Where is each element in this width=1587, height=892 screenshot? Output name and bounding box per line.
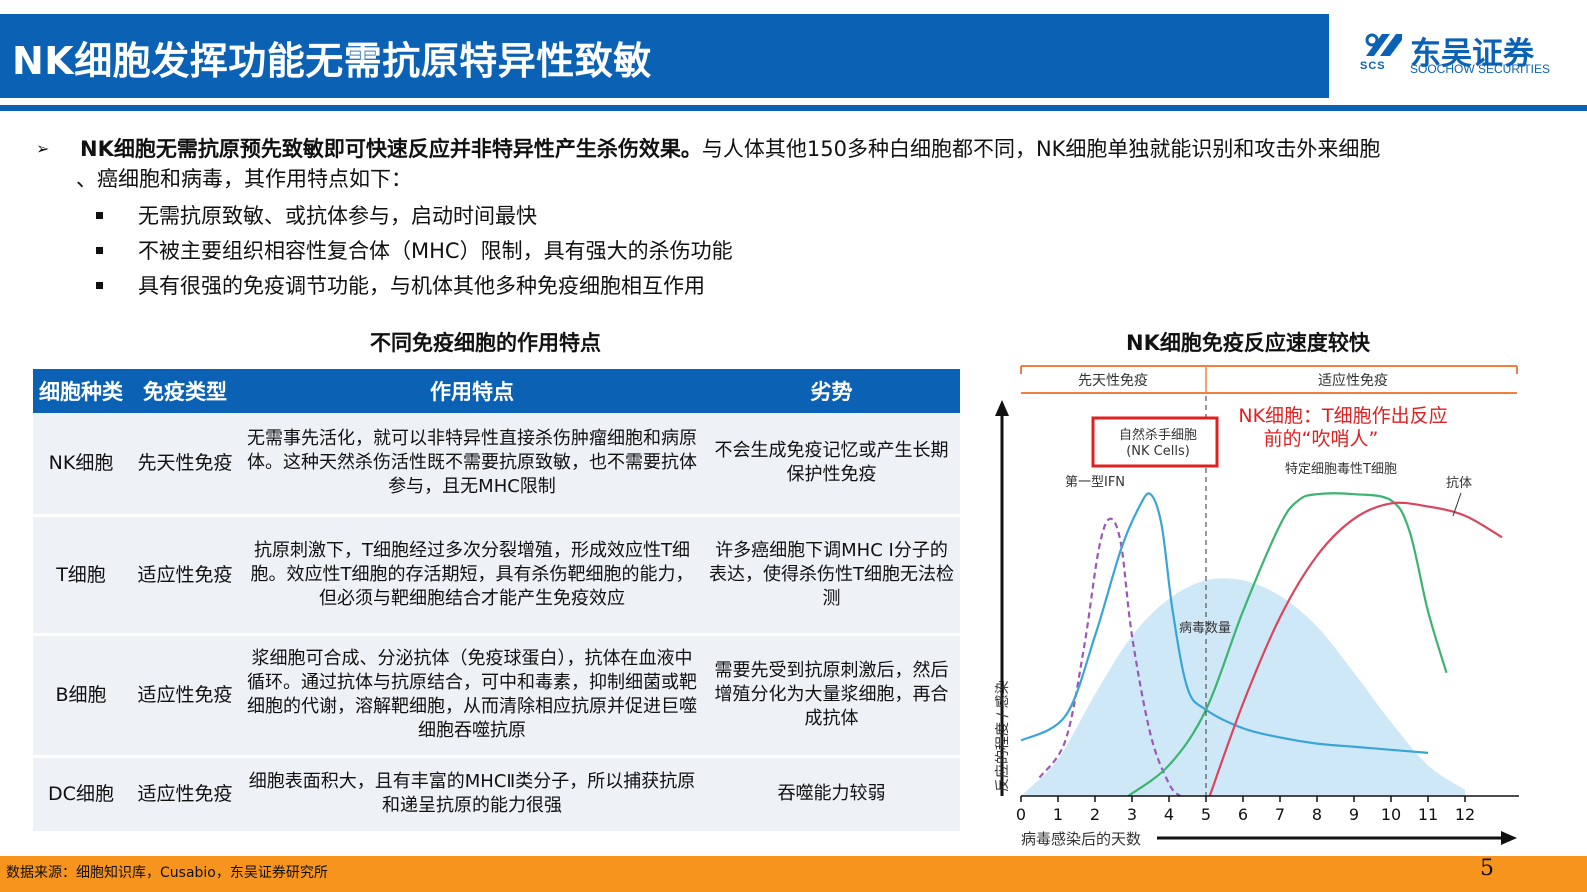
arrow-bullet-icon: ➢ <box>36 139 50 158</box>
weakness-text: 许多癌细胞下调MHC I分子的表达，使得杀伤性T细胞无法检测 <box>703 515 960 636</box>
cell-type: NK细胞 <box>33 413 129 517</box>
immune-type: 先天性免疫 <box>129 413 241 517</box>
annotation-line1: NK细胞：T细胞作出反应 <box>1238 405 1447 427</box>
cell-type: B细胞 <box>33 634 129 758</box>
feature-text: 抗原刺激下，T细胞经过多次分裂增殖，形成效应性T细胞。效应性T细胞的存活期短，具… <box>241 515 703 636</box>
intro-line2: 、癌细胞和病毒，其作用特点如下： <box>76 167 412 191</box>
intro-paragraph: ➢ NK细胞无需抗原预先致敏即可快速反应并非特异性产生杀伤效果。与人体其他150… <box>36 134 1536 194</box>
col-header: 免疫类型 <box>129 369 241 413</box>
intro-bold: NK细胞无需抗原预先致敏即可快速反应并非特异性产生杀伤效果。 <box>80 137 702 161</box>
page-number: 5 <box>1480 856 1494 881</box>
series-4-line <box>1208 501 1503 797</box>
feature-text: 细胞表面积大，且有丰富的MHCⅡ类分子，所以捕获抗原和递呈抗原的能力很强 <box>241 756 703 834</box>
y-axis-arrow-icon <box>995 400 1009 416</box>
cell-type: DC细胞 <box>33 756 129 834</box>
col-header: 细胞种类 <box>33 369 129 413</box>
x-tick-label: 11 <box>1418 805 1438 824</box>
data-source: 数据来源：细胞知识库，Cusabio，东吴证券研究所 <box>6 865 328 881</box>
x-tick-label: 12 <box>1455 805 1475 824</box>
virus-label: 病毒数量 <box>1179 621 1231 636</box>
series-2-line <box>1020 492 1429 754</box>
footer-bar <box>0 856 1587 892</box>
immune-response-chart: 先天性免疫 适应性免疫 0 1 2 3 4 5 6 7 8 9 10 11 12 反应的程度 / 感染 … <box>994 365 1519 848</box>
square-bullet-icon <box>96 282 103 289</box>
bullet-item: 无需抗原致敏、或抗体参与，启动时间最快 <box>96 200 733 235</box>
x-tick-label: 4 <box>1164 805 1174 824</box>
header-bar <box>0 14 1329 98</box>
immune-cell-table: 细胞种类 免疫类型 作用特点 劣势 NK细胞 先天性免疫 无需事先活化，就可以非… <box>33 369 960 834</box>
x-tick-label: 3 <box>1127 805 1137 824</box>
feature-bullets: 无需抗原致敏、或抗体参与，启动时间最快 不被主要组织相容性复合体（MHC）限制，… <box>96 200 733 305</box>
table-header-row: 细胞种类 免疫类型 作用特点 劣势 <box>33 369 960 413</box>
immune-type: 适应性免疫 <box>129 756 241 834</box>
page-title: NK细胞发挥功能无需抗原特异性致敏 <box>12 39 652 83</box>
weakness-text: 不会生成免疫记忆或产生长期保护性免疫 <box>703 413 960 517</box>
bullet-item: 不被主要组织相容性复合体（MHC）限制，具有强大的杀伤功能 <box>96 235 733 270</box>
tcell-label: 特定细胞毒性T细胞 <box>1285 462 1397 477</box>
x-tick-label: 0 <box>1016 805 1026 824</box>
x-tick-label: 10 <box>1381 805 1401 824</box>
x-tick-label: 8 <box>1312 805 1322 824</box>
table-title: 不同免疫细胞的作用特点 <box>370 331 601 355</box>
antibody-label: 抗体 <box>1446 476 1472 491</box>
cell-type: T细胞 <box>33 515 129 636</box>
virus-load-area <box>1021 578 1465 796</box>
header-divider <box>0 105 1587 111</box>
table-row: NK细胞 先天性免疫 无需事先活化，就可以非特异性直接杀伤肿瘤细胞和病原体。这种… <box>33 413 960 517</box>
company-logo: SCS 东吴证券 SOOCHOW SECURITIES <box>1358 30 1558 78</box>
x-axis-arrow-icon <box>1501 831 1517 845</box>
x-axis-label: 病毒感染后的天数 <box>1021 830 1141 848</box>
x-tick-label: 2 <box>1090 805 1100 824</box>
nk-label-en: (NK Cells) <box>1126 444 1190 459</box>
x-tick-label: 9 <box>1349 805 1359 824</box>
table-row: DC细胞 适应性免疫 细胞表面积大，且有丰富的MHCⅡ类分子，所以捕获抗原和递呈… <box>33 756 960 834</box>
ifn-label: 第一型IFN <box>1065 475 1125 490</box>
weakness-text: 需要先受到抗原刺激后，然后增殖分化为大量浆细胞，再合成抗体 <box>703 634 960 758</box>
antibody-pointer <box>1452 492 1462 517</box>
region-innate-label: 先天性免疫 <box>1078 373 1148 389</box>
col-header: 作用特点 <box>241 369 703 413</box>
intro-rest: 与人体其他150多种白细胞都不同，NK细胞单独就能识别和攻击外来细胞 <box>701 137 1381 161</box>
annotation-line2: 前的“吹哨人” <box>1264 428 1379 450</box>
weakness-text: 吞噬能力较弱 <box>703 756 960 834</box>
series-3-line <box>1127 492 1448 797</box>
logo-mark-icon <box>1365 33 1402 56</box>
x-tick-label: 5 <box>1201 805 1211 824</box>
y-axis-label: 反应的程度 / 感染 <box>994 680 1011 792</box>
bullet-item: 具有很强的免疫调节功能，与机体其他多种免疫细胞相互作用 <box>96 270 733 305</box>
feature-text: 无需事先活化，就可以非特异性直接杀伤肿瘤细胞和病原体。这种天然杀伤活性既不需要抗… <box>241 413 703 517</box>
logo-en-text: SOOCHOW SECURITIES <box>1410 62 1551 76</box>
immune-type: 适应性免疫 <box>129 515 241 636</box>
immune-type: 适应性免疫 <box>129 634 241 758</box>
col-header: 劣势 <box>703 369 960 413</box>
nk-label: 自然杀手细胞 <box>1119 427 1197 443</box>
nk-highlight-box <box>1091 416 1219 468</box>
feature-text: 浆细胞可合成、分泌抗体（免疫球蛋白），抗体在血液中循环。通过抗体与抗原结合，可中… <box>241 634 703 758</box>
square-bullet-icon <box>96 247 103 254</box>
x-tick-label: 1 <box>1053 805 1063 824</box>
logo-cn-text: 东吴证券 <box>1410 36 1534 72</box>
chart-title: NK细胞免疫反应速度较快 <box>1126 331 1370 355</box>
table-row: T细胞 适应性免疫 抗原刺激下，T细胞经过多次分裂增殖，形成效应性T细胞。效应性… <box>33 515 960 636</box>
x-tick-label: 6 <box>1238 805 1248 824</box>
region-adaptive-label: 适应性免疫 <box>1318 372 1388 389</box>
square-bullet-icon <box>96 212 103 219</box>
x-tick-label: 7 <box>1275 805 1285 824</box>
table-row: B细胞 适应性免疫 浆细胞可合成、分泌抗体（免疫球蛋白），抗体在血液中循环。通过… <box>33 634 960 758</box>
logo-abbr: SCS <box>1360 60 1386 72</box>
